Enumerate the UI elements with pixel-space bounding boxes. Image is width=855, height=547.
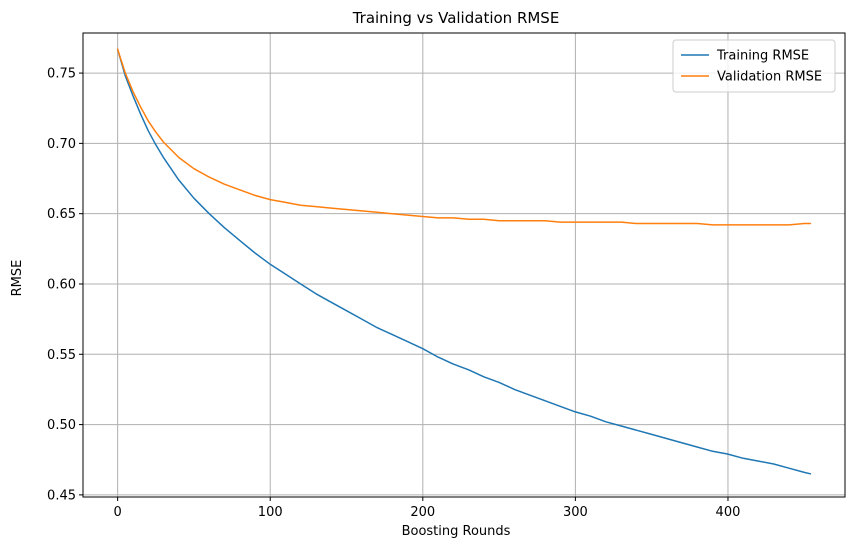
x-tick-label: 400 <box>716 505 741 520</box>
legend-label: Validation RMSE <box>717 70 822 85</box>
chart-title: Training vs Validation RMSE <box>352 9 560 27</box>
series-line-validation-rmse <box>116 48 812 226</box>
x-axis-label: Boosting Rounds <box>402 524 511 539</box>
legend-label: Training RMSE <box>716 49 809 64</box>
x-axis: 0 100 200 300 400 <box>113 497 740 520</box>
y-tick-label: 0.60 <box>47 277 76 292</box>
y-tick-label: 0.65 <box>47 207 76 222</box>
plot-frame <box>82 32 846 498</box>
y-tick-label: 0.75 <box>47 67 76 82</box>
y-tick-label: 0.45 <box>47 488 76 503</box>
y-tick-label: 0.50 <box>47 418 76 433</box>
grid-lines <box>83 33 845 497</box>
x-tick-label: 100 <box>258 505 283 520</box>
y-axis: 0.45 0.50 0.55 0.60 0.65 0.70 0.75 <box>47 67 83 503</box>
x-tick-label: 300 <box>563 505 588 520</box>
series-line-training-rmse <box>116 48 812 475</box>
y-tick-label: 0.70 <box>47 137 76 152</box>
x-tick-label: 200 <box>410 505 435 520</box>
series-layer <box>116 48 812 475</box>
x-tick-label: 0 <box>113 505 121 520</box>
y-axis-label: RMSE <box>10 260 25 297</box>
legend-box <box>672 39 836 93</box>
y-tick-label: 0.55 <box>47 348 76 363</box>
legend: Training RMSE Validation RMSE <box>672 39 836 93</box>
